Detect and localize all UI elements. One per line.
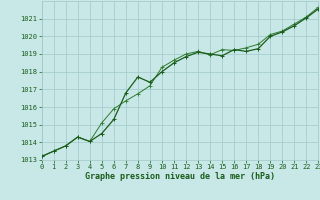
X-axis label: Graphe pression niveau de la mer (hPa): Graphe pression niveau de la mer (hPa) xyxy=(85,172,275,181)
